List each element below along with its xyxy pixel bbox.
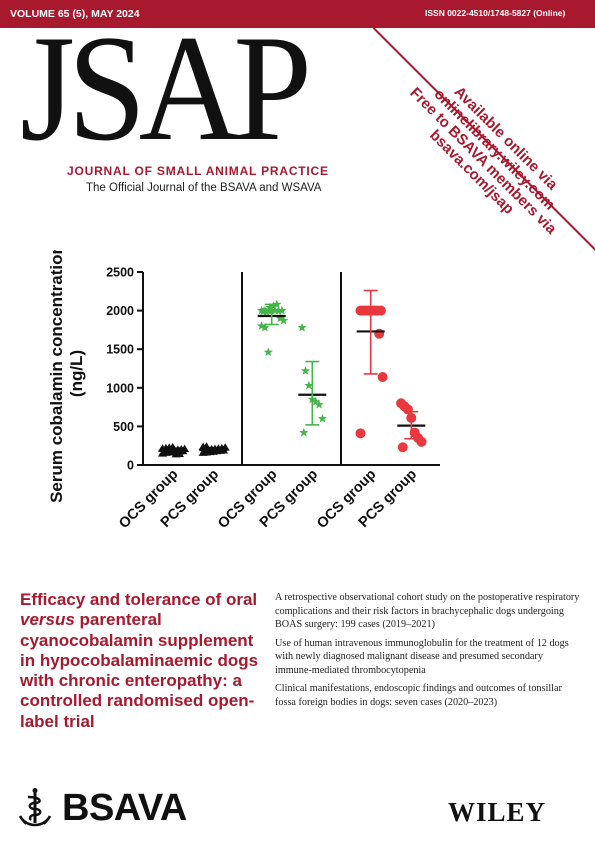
cover-chart: 0 500 1000 1500 2000 2500 Serum cobalamin conc… bbox=[47, 250, 440, 532]
y-axis-title: Serum cobalamin concentration(ng/L) bbox=[47, 250, 86, 503]
data-point bbox=[277, 305, 287, 315]
data-point bbox=[300, 366, 311, 375]
data-point bbox=[299, 427, 309, 437]
y-tick-label: 0 bbox=[127, 459, 134, 473]
contents-item: Clinical manifestations, endoscopic find… bbox=[275, 683, 562, 708]
y-axis-title-line: (ng/L) bbox=[67, 350, 86, 397]
data-point bbox=[377, 371, 388, 382]
y-tick-label: 2500 bbox=[106, 266, 134, 280]
contents-item: A retrospective observational cohort stu… bbox=[275, 592, 580, 630]
data-point bbox=[273, 305, 284, 315]
headline-text: parenteral cyanocobalamin supplement in … bbox=[20, 610, 259, 731]
wiley-logo: WILEY bbox=[448, 797, 547, 827]
data-point bbox=[265, 302, 275, 312]
banner-divider-line bbox=[372, 27, 595, 269]
data-point bbox=[279, 315, 289, 325]
data-point bbox=[416, 436, 427, 447]
journal-tagline: The Official Journal of the BSAVA and WS… bbox=[86, 182, 322, 194]
top-bar: VOLUME 65 (5), MAY 2024 ISSN 0022-4510/1… bbox=[0, 0, 595, 28]
data-point bbox=[374, 328, 385, 339]
data-point bbox=[256, 321, 267, 330]
y-tick-label: 1000 bbox=[106, 381, 134, 395]
contents-item: Use of human intravenous immunoglobulin … bbox=[275, 637, 569, 676]
rod-of-asclepius-icon bbox=[18, 788, 52, 827]
data-point bbox=[314, 399, 324, 409]
y-tick-label: 500 bbox=[113, 420, 134, 434]
data-point bbox=[311, 396, 321, 406]
data-point bbox=[263, 347, 273, 357]
online-access-banner: Available online via onlinelibrary.wiley… bbox=[367, 34, 595, 277]
contents-list: A retrospective observational cohort stu… bbox=[275, 591, 580, 714]
data-point bbox=[355, 428, 366, 439]
y-axis-title-line: Serum cobalamin concentration bbox=[47, 250, 66, 503]
data-point bbox=[275, 313, 285, 323]
issn: ISSN 0022-4510/1748-5827 (Online) bbox=[425, 8, 566, 18]
journal-subtitle: JOURNAL OF SMALL ANIMAL PRACTICE bbox=[67, 164, 329, 178]
y-tick-label: 2000 bbox=[106, 304, 134, 318]
volume-issue: VOLUME 65 (5), MAY 2024 bbox=[10, 8, 140, 20]
data-point bbox=[260, 322, 270, 332]
data-point bbox=[317, 413, 328, 423]
banner-line: Free to BSAVA members via bbox=[406, 84, 560, 238]
y-tick-label: 1500 bbox=[106, 343, 134, 357]
data-point bbox=[397, 442, 408, 453]
data-point bbox=[262, 307, 272, 317]
data-point bbox=[297, 322, 307, 332]
bsava-wordmark: BSAVA bbox=[62, 787, 187, 829]
data-point bbox=[370, 305, 381, 316]
journal-title: JSAP bbox=[20, 4, 312, 172]
banner-line: Available online via bbox=[450, 83, 561, 194]
headline-text: Efficacy and tolerance of oral bbox=[20, 590, 258, 609]
feature-article-title: Efficacy and tolerance of oral versus pa… bbox=[20, 590, 260, 732]
data-point bbox=[304, 380, 314, 390]
data-point bbox=[270, 305, 280, 315]
data-point bbox=[268, 301, 278, 310]
banner-line: onlinelibrary.wiley.com bbox=[430, 85, 559, 214]
data-point bbox=[220, 443, 230, 451]
headline-italic-text: versus bbox=[20, 610, 75, 630]
banner-line: bsava.com/jsap bbox=[426, 126, 518, 218]
